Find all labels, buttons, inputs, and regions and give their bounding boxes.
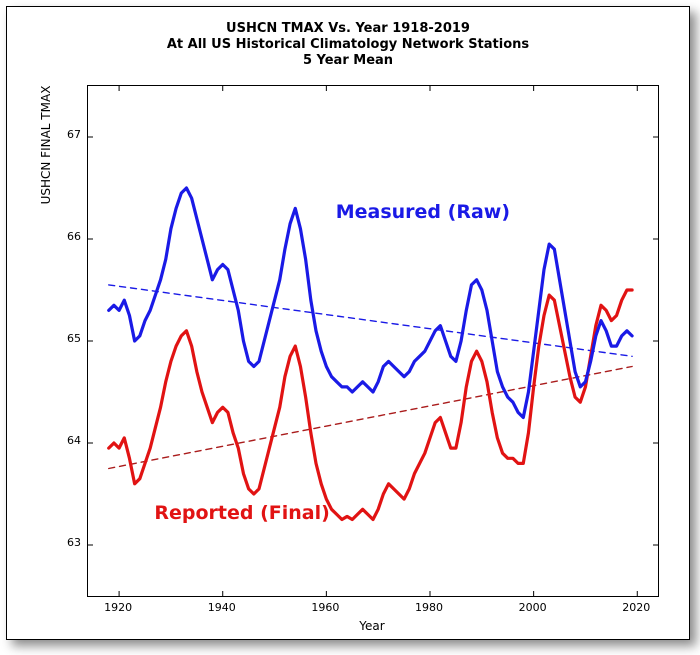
chart-title-line2: At All US Historical Climatology Network…: [7, 37, 689, 52]
y-tick: 63: [51, 536, 81, 549]
annotation-measured: Measured (Raw): [336, 201, 510, 223]
x-axis-label: Year: [87, 619, 657, 633]
chart-card: USHCN TMAX Vs. Year 1918-2019 At All US …: [6, 6, 690, 640]
x-tick: 2020: [616, 601, 656, 614]
y-tick: 67: [51, 128, 81, 141]
series-reported: [109, 290, 632, 520]
x-tick: 1980: [409, 601, 449, 614]
stage: USHCN TMAX Vs. Year 1918-2019 At All US …: [0, 0, 700, 655]
chart-title-line3: 5 Year Mean: [7, 53, 689, 68]
chart-title-line1: USHCN TMAX Vs. Year 1918-2019: [7, 21, 689, 36]
x-tick: 1940: [202, 601, 242, 614]
x-tick: 1920: [98, 601, 138, 614]
annotation-reported: Reported (Final): [154, 502, 329, 524]
x-tick: 1960: [305, 601, 345, 614]
y-tick: 66: [51, 230, 81, 243]
x-tick: 2000: [513, 601, 553, 614]
y-tick: 65: [51, 332, 81, 345]
y-tick: 64: [51, 434, 81, 447]
